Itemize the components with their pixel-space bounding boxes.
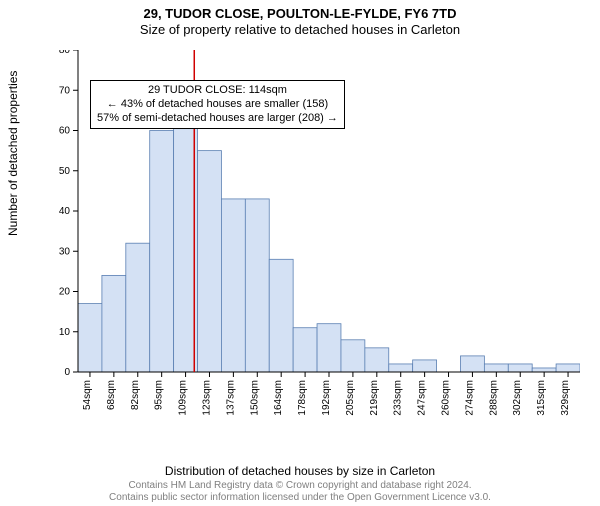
footer-line1: Contains HM Land Registry data © Crown c…: [0, 480, 600, 492]
chart-title-main: 29, TUDOR CLOSE, POULTON-LE-FYLDE, FY6 7…: [0, 6, 600, 21]
svg-text:70: 70: [59, 85, 71, 96]
svg-text:247sqm: 247sqm: [417, 380, 428, 416]
svg-text:233sqm: 233sqm: [393, 380, 404, 416]
svg-text:0: 0: [64, 367, 70, 378]
svg-text:68sqm: 68sqm: [106, 380, 117, 410]
annotation-line2: ← 43% of detached houses are smaller (15…: [97, 98, 338, 112]
svg-text:137sqm: 137sqm: [225, 380, 236, 416]
svg-text:82sqm: 82sqm: [130, 380, 141, 410]
svg-text:302sqm: 302sqm: [512, 380, 523, 416]
svg-text:123sqm: 123sqm: [201, 380, 212, 416]
annotation-line1: 29 TUDOR CLOSE: 114sqm: [97, 84, 338, 98]
chart-title-sub: Size of property relative to detached ho…: [0, 22, 600, 37]
svg-text:164sqm: 164sqm: [273, 380, 284, 416]
svg-text:54sqm: 54sqm: [82, 380, 93, 410]
svg-text:95sqm: 95sqm: [154, 380, 165, 410]
svg-text:50: 50: [59, 166, 71, 177]
svg-text:40: 40: [59, 206, 71, 217]
annotation-box: 29 TUDOR CLOSE: 114sqm ← 43% of detached…: [90, 80, 345, 129]
svg-text:315sqm: 315sqm: [536, 380, 547, 416]
svg-text:219sqm: 219sqm: [369, 380, 380, 416]
svg-text:150sqm: 150sqm: [249, 380, 260, 416]
footer-attribution: Contains HM Land Registry data © Crown c…: [0, 480, 600, 504]
svg-text:20: 20: [59, 287, 71, 298]
svg-text:260sqm: 260sqm: [441, 380, 452, 416]
footer-line2: Contains public sector information licen…: [0, 492, 600, 504]
svg-text:178sqm: 178sqm: [297, 380, 308, 416]
svg-text:60: 60: [59, 126, 71, 137]
svg-text:80: 80: [59, 50, 71, 56]
svg-text:10: 10: [59, 327, 71, 338]
svg-text:30: 30: [59, 246, 71, 257]
svg-text:109sqm: 109sqm: [178, 380, 189, 416]
svg-text:205sqm: 205sqm: [345, 380, 356, 416]
y-axis-label: Number of detached properties: [6, 71, 20, 236]
svg-text:329sqm: 329sqm: [560, 380, 571, 416]
svg-text:274sqm: 274sqm: [464, 380, 475, 416]
svg-text:192sqm: 192sqm: [321, 380, 332, 416]
svg-text:288sqm: 288sqm: [488, 380, 499, 416]
chart-area: 0 10 20 30 40 50 60 70 80 54sqm 68sqm 82sqm 95sqm 109…: [50, 50, 580, 430]
annotation-line3: 57% of semi-detached houses are larger (…: [97, 112, 338, 126]
x-axis-label: Distribution of detached houses by size …: [0, 464, 600, 478]
